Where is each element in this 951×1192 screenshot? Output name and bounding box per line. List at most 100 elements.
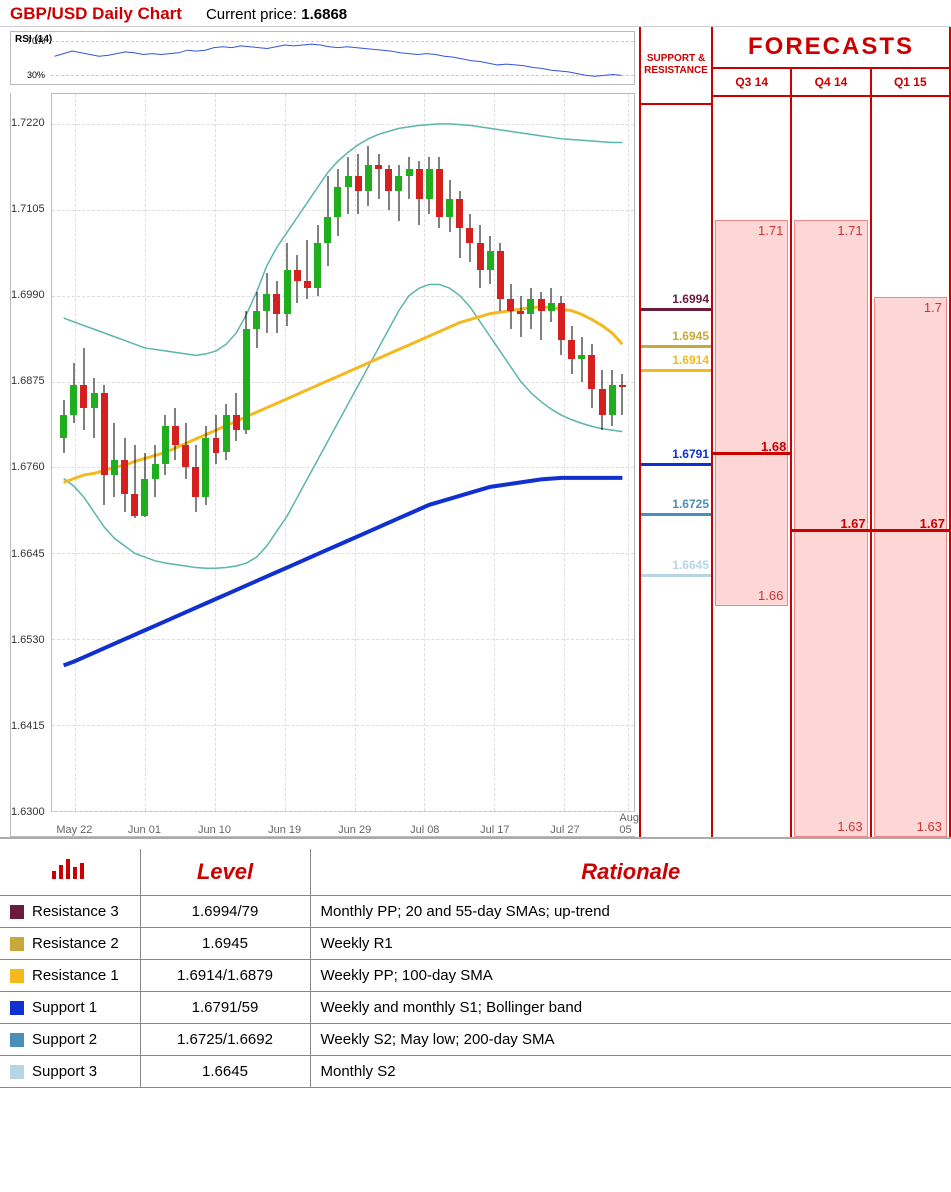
candle xyxy=(416,161,423,224)
swatch xyxy=(10,905,24,919)
candle xyxy=(487,236,494,285)
sr-body: 1.69941.69451.69141.67911.67251.6645 xyxy=(641,105,711,837)
x-tick: Jun 29 xyxy=(338,824,371,836)
level-name: Support 1 xyxy=(0,992,140,1024)
table-header-level: Level xyxy=(140,849,310,896)
chart-lines xyxy=(52,94,634,811)
candle xyxy=(365,146,372,206)
candle xyxy=(456,191,463,258)
main: RSI (14) 70%30% 1.6300 1.6415 1.6530 1.6645… xyxy=(0,27,951,839)
candle xyxy=(284,243,291,325)
swatch xyxy=(10,1065,24,1079)
bars-icon xyxy=(50,857,90,887)
level-rationale: Monthly PP; 20 and 55-day SMAs; up-trend xyxy=(310,896,951,928)
x-tick: Jun 19 xyxy=(268,824,301,836)
y-tick: 1.6530 xyxy=(11,634,45,646)
level-value: 1.6725/1.6692 xyxy=(140,1024,310,1056)
sr-level: 1.6914 xyxy=(641,369,711,372)
forecast-period: Q1 15 xyxy=(870,69,949,95)
candle xyxy=(334,169,341,236)
candle xyxy=(263,273,270,333)
candle xyxy=(466,214,473,263)
candle xyxy=(152,445,159,497)
candle xyxy=(558,296,565,356)
forecast-slot: 1.711.631.67 xyxy=(790,97,869,837)
candle xyxy=(507,284,514,329)
candle xyxy=(609,370,616,426)
level-rationale: Weekly S2; May low; 200-day SMA xyxy=(310,1024,951,1056)
x-tick: Jul 17 xyxy=(480,824,509,836)
candle xyxy=(304,240,311,300)
level-name: Resistance 1 xyxy=(0,960,140,992)
x-tick: Aug 05 xyxy=(619,812,639,836)
rsi-line xyxy=(11,32,634,84)
candle xyxy=(375,154,382,199)
candle xyxy=(101,385,108,505)
x-tick: Jul 08 xyxy=(410,824,439,836)
candle xyxy=(243,311,250,434)
forecast-slot: 1.71.631.67 xyxy=(870,97,949,837)
rsi-panel: RSI (14) 70%30% xyxy=(10,31,635,85)
y-tick: 1.6760 xyxy=(11,461,45,473)
candle xyxy=(273,281,280,333)
candle xyxy=(162,415,169,475)
y-tick: 1.6300 xyxy=(11,806,45,818)
y-tick: 1.6875 xyxy=(11,375,45,387)
candle xyxy=(233,393,240,442)
y-tick: 1.6415 xyxy=(11,720,45,732)
candle xyxy=(121,438,128,513)
table-header-rationale: Rationale xyxy=(310,849,951,896)
price-wrapper: Current price: 1.6868 xyxy=(206,6,347,24)
level-rationale: Weekly and monthly S1; Bollinger band xyxy=(310,992,951,1024)
candle xyxy=(436,157,443,228)
candle xyxy=(141,453,148,518)
support-resistance-column: SUPPORT & RESISTANCE 1.69941.69451.69141… xyxy=(639,27,711,837)
chart-column: RSI (14) 70%30% 1.6300 1.6415 1.6530 1.6645… xyxy=(0,27,639,837)
x-tick: Jun 01 xyxy=(128,824,161,836)
candle xyxy=(172,408,179,460)
x-tick: Jul 27 xyxy=(550,824,579,836)
candle xyxy=(619,374,626,415)
y-tick: 1.6990 xyxy=(11,289,45,301)
forecast-period: Q3 14 xyxy=(713,69,790,95)
candle xyxy=(70,363,77,423)
price-label: Current price: xyxy=(206,6,297,23)
level-name: Support 2 xyxy=(0,1024,140,1056)
forecast-period: Q4 14 xyxy=(790,69,869,95)
swatch xyxy=(10,969,24,983)
y-tick: 1.6645 xyxy=(11,548,45,560)
table-row: Resistance 31.6994/79Monthly PP; 20 and … xyxy=(0,896,951,928)
table-header-icon xyxy=(0,849,140,896)
candle xyxy=(497,243,504,310)
level-rationale: Monthly S2 xyxy=(310,1056,951,1088)
candle xyxy=(345,157,352,213)
candle xyxy=(355,154,362,214)
level-name: Resistance 3 xyxy=(0,896,140,928)
y-tick: 1.7220 xyxy=(11,117,45,129)
forecast-periods: Q3 14Q4 14Q1 15 xyxy=(713,69,949,97)
level-value: 1.6791/59 xyxy=(140,992,310,1024)
table-row: Resistance 21.6945Weekly R1 xyxy=(0,928,951,960)
candle xyxy=(395,165,402,221)
candle xyxy=(568,326,575,375)
right-column: SUPPORT & RESISTANCE 1.69941.69451.69141… xyxy=(639,27,951,837)
candle xyxy=(111,423,118,498)
swatch xyxy=(10,937,24,951)
level-value: 1.6945 xyxy=(140,928,310,960)
forecast-body: 1.711.661.681.711.631.671.71.631.67 xyxy=(713,97,949,837)
candle xyxy=(578,337,585,382)
candle xyxy=(213,415,220,464)
candle xyxy=(131,445,138,518)
gridline xyxy=(52,811,634,812)
candle xyxy=(527,288,534,329)
candle xyxy=(548,288,555,322)
swatch xyxy=(10,1033,24,1047)
candle xyxy=(538,292,545,341)
level-name: Support 3 xyxy=(0,1056,140,1088)
forecasts-title: FORECASTS xyxy=(713,27,949,69)
levels-table: Level Rationale Resistance 31.6994/79Mon… xyxy=(0,849,951,1088)
candle xyxy=(599,370,606,430)
candle xyxy=(202,426,209,504)
level-rationale: Weekly PP; 100-day SMA xyxy=(310,960,951,992)
candle xyxy=(385,165,392,210)
